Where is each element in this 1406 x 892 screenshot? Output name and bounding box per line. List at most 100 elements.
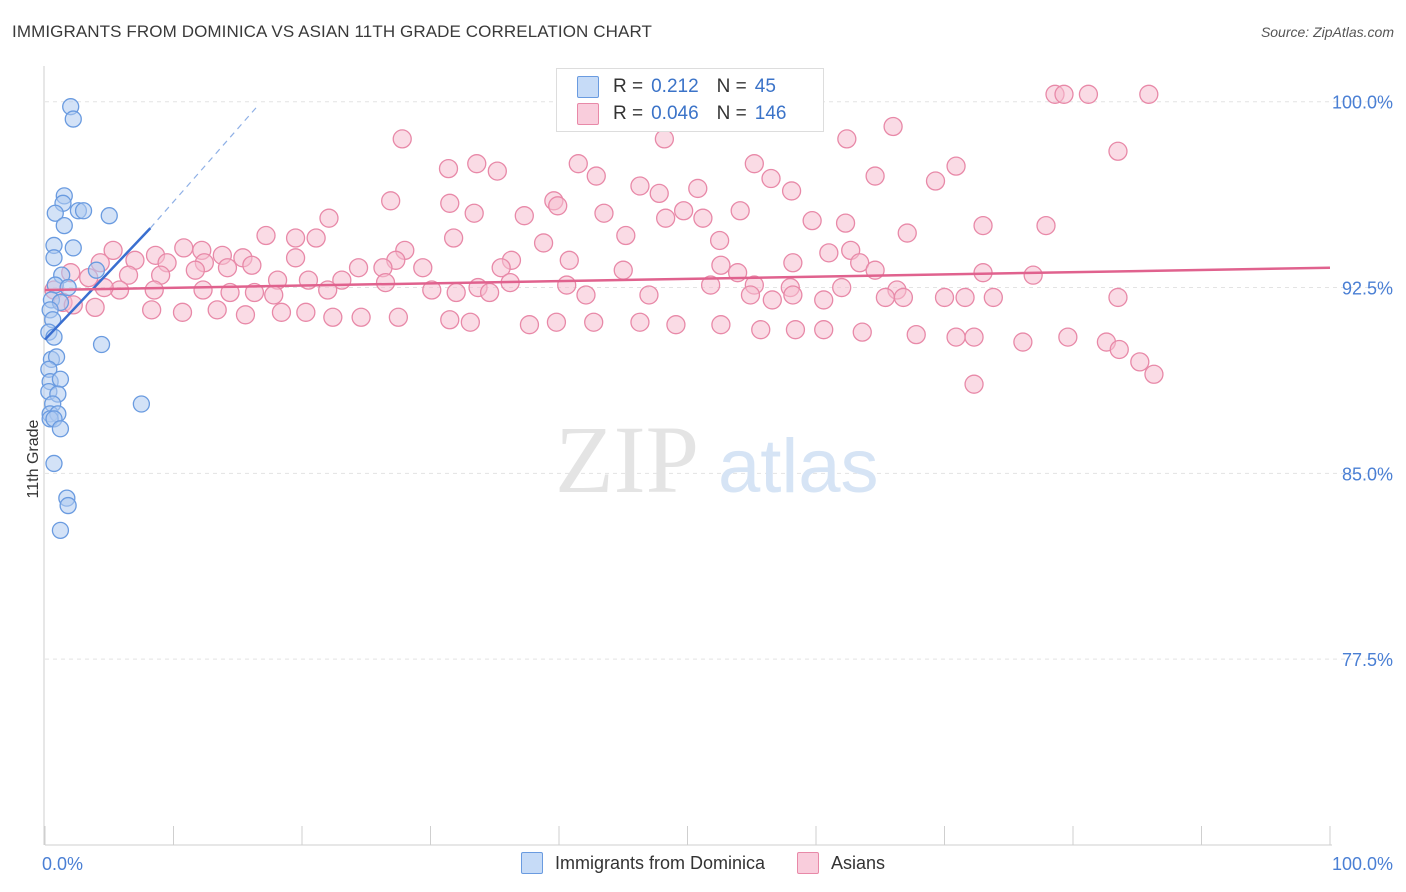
trend-lines (44, 106, 1331, 341)
asians-point (673, 201, 694, 221)
asians-point (193, 280, 213, 300)
asians-point (897, 223, 917, 243)
asians-point (438, 158, 459, 179)
asians-point (630, 312, 650, 332)
x-tick-label-min: 0.0% (42, 854, 83, 874)
asians-point (546, 312, 567, 332)
asians-point (576, 285, 596, 305)
dominica-point (87, 261, 106, 279)
asians-point (392, 129, 412, 149)
legend-row-asians: R = 0.046 N = 146 (577, 100, 804, 128)
asians-point (413, 258, 433, 278)
asians-point (235, 305, 256, 325)
asians-point (467, 154, 487, 174)
asians-point (557, 275, 577, 295)
stats-legend: R = 0.212 N = 45 R = 0.046 N = 146 (556, 68, 824, 132)
legend-item-asians[interactable]: Asians (797, 852, 885, 874)
asians-point (1139, 84, 1159, 104)
asians-point (381, 191, 401, 211)
asians-point (1108, 287, 1128, 308)
asians-point (835, 213, 856, 233)
legend-n-label: N = (716, 103, 747, 124)
asians-point (1108, 141, 1128, 161)
asians-point (174, 238, 194, 258)
dominica-point (92, 335, 111, 354)
asians-point (103, 240, 123, 261)
legend-label-dominica: Immigrants from Dominica (554, 852, 765, 873)
asians-point (654, 129, 675, 149)
asians-point (388, 307, 409, 327)
series-legend: Immigrants from Dominica Asians (0, 852, 1406, 874)
asians-point (85, 297, 105, 318)
legend-swatch-pink (577, 103, 599, 125)
asians-point (1078, 84, 1099, 104)
asians-point (688, 178, 708, 199)
asians-point (946, 156, 966, 176)
asians-point (865, 166, 885, 186)
asians-point (802, 211, 822, 231)
dominica-point (64, 239, 82, 257)
asians-point (666, 315, 686, 335)
legend-r-label: R = (613, 103, 644, 124)
asians-point (491, 258, 511, 278)
asians-point (318, 280, 338, 300)
asians-point (819, 243, 839, 263)
legend-item-dominica[interactable]: Immigrants from Dominica (520, 852, 765, 874)
legend-n-label: N = (716, 76, 747, 97)
dominica-point (74, 202, 93, 220)
asians-point (740, 285, 761, 305)
asians-point (1054, 84, 1074, 104)
asians-point (744, 154, 764, 174)
asians-point (1013, 332, 1033, 352)
asians-point (709, 230, 730, 251)
legend-swatch-blue (520, 852, 543, 874)
asians-point (142, 300, 162, 320)
asians-point (172, 302, 193, 322)
asians-point (479, 282, 500, 303)
legend-r-value: 0.046 (651, 103, 699, 124)
dominica-point (59, 496, 77, 515)
asians-point (613, 260, 633, 280)
asians-point (264, 285, 284, 305)
asians-point (94, 277, 114, 298)
asians-point (964, 374, 984, 394)
dominica-point (51, 521, 70, 539)
dominica-point (59, 278, 77, 297)
asians-point (443, 228, 464, 248)
asians-point (649, 183, 669, 204)
asians-point (319, 208, 339, 228)
source-label: Source: ZipAtlas.com (1260, 24, 1394, 40)
asians-point (594, 203, 614, 223)
asians-point (751, 320, 771, 340)
asians-point (548, 196, 568, 216)
watermark: ZIP atlas (555, 406, 879, 513)
asians-point (464, 203, 484, 223)
asians-point (850, 253, 870, 273)
y-tick-label: 77.5% (1342, 650, 1393, 670)
asians-point (514, 206, 534, 226)
watermark-zip: ZIP (555, 406, 699, 513)
asians-point (934, 287, 955, 308)
asians-point (783, 285, 803, 305)
asians-point (256, 225, 276, 246)
asians-point (586, 166, 606, 186)
asians-point (446, 282, 466, 303)
asians-point (323, 307, 343, 327)
asians-point (1036, 215, 1056, 236)
asians-point (639, 285, 659, 305)
asians-point (893, 287, 914, 308)
asians-point (185, 260, 205, 280)
asians-point (711, 315, 731, 335)
asians-point (883, 116, 903, 137)
y-tick-label: 92.5% (1342, 279, 1393, 299)
dominica-point (132, 395, 151, 413)
tick-labels: 77.5% 85.0% 92.5% 100.0% 0.0% 100.0% (42, 93, 1393, 874)
asians-point (785, 320, 806, 340)
asians-trend-line (44, 266, 1331, 292)
asians-point (761, 168, 781, 189)
axes (43, 66, 1332, 846)
legend-n-value: 146 (754, 103, 787, 124)
asians-point (630, 176, 650, 196)
asians-point (271, 302, 292, 322)
legend-swatch-blue (577, 76, 599, 98)
